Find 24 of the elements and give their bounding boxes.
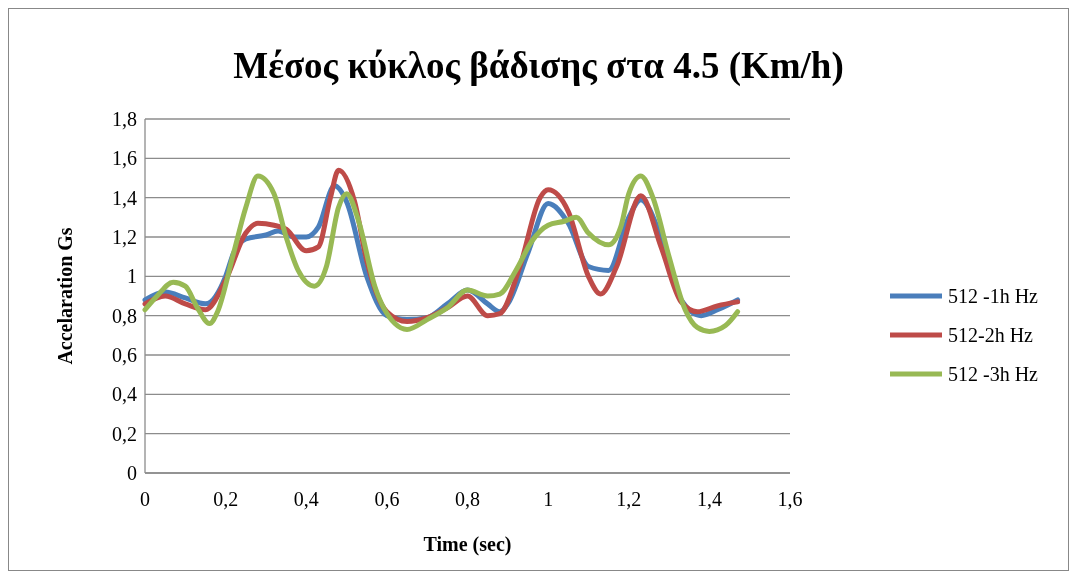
x-tick-label: 1 <box>543 488 554 510</box>
y-tick-label: 1 <box>127 265 137 288</box>
x-tick-label: 0,6 <box>374 488 400 510</box>
x-tick-label: 1,2 <box>616 488 642 510</box>
legend-label: 512-2h Hz <box>948 324 1034 346</box>
legend-label: 512 -1h Hz <box>948 285 1039 307</box>
x-tick-label: 0,8 <box>455 488 480 510</box>
y-tick-label: 0,2 <box>112 422 137 445</box>
y-tick-label: 0,4 <box>112 383 137 406</box>
y-tick-label: 0,8 <box>112 304 137 327</box>
chart-title: Μέσος κύκλος βάδισης στα 4.5 (Km/h) <box>233 45 844 87</box>
y-tick-label: 1,4 <box>112 186 137 209</box>
y-tick-label: 1,8 <box>112 108 137 130</box>
y-tick-label: 1,2 <box>112 226 137 248</box>
x-tick-label: 0,2 <box>213 488 239 510</box>
legend-label: 512 -3h Hz <box>948 363 1039 385</box>
y-tick-label: 0 <box>127 462 137 484</box>
y-tick-label: 1,6 <box>112 147 137 170</box>
y-axis-title: Accelaration Gs <box>54 227 76 365</box>
x-tick-label: 1,4 <box>696 488 722 510</box>
x-tick-label: 1,6 <box>777 488 803 510</box>
x-tick-label: 0,4 <box>293 488 319 510</box>
x-axis-title: Time (sec) <box>423 533 512 556</box>
y-tick-label: 0,6 <box>112 344 137 366</box>
